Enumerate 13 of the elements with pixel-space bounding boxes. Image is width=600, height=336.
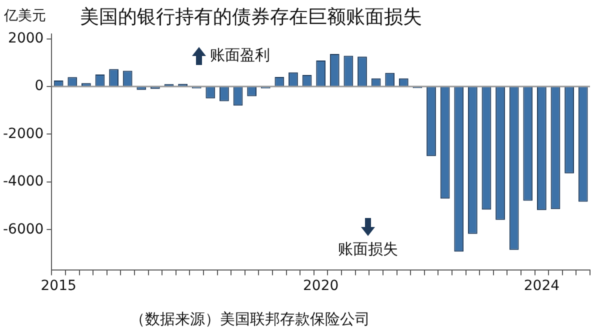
y-axis-title: 亿美元: [4, 7, 46, 25]
text: （数据来源）美国联邦存款保险公司: [130, 310, 370, 329]
annotation: 账面盈利: [210, 46, 270, 65]
y-tick-label: 0: [34, 78, 44, 94]
y-tick-label: 2000: [8, 30, 44, 46]
y-tick-label: -2000: [2, 126, 44, 142]
y-tick-label: -6000: [2, 221, 44, 238]
y-tick-label: -4000: [2, 174, 44, 190]
x-tick-label: 2020: [303, 278, 339, 294]
chart-title: 美国的银行持有的债券存在巨额账面损失: [80, 5, 422, 30]
x-tick-label: 2024: [524, 278, 560, 294]
annotation: 账面损失: [338, 240, 398, 259]
x-tick-label: 2015: [40, 278, 76, 294]
